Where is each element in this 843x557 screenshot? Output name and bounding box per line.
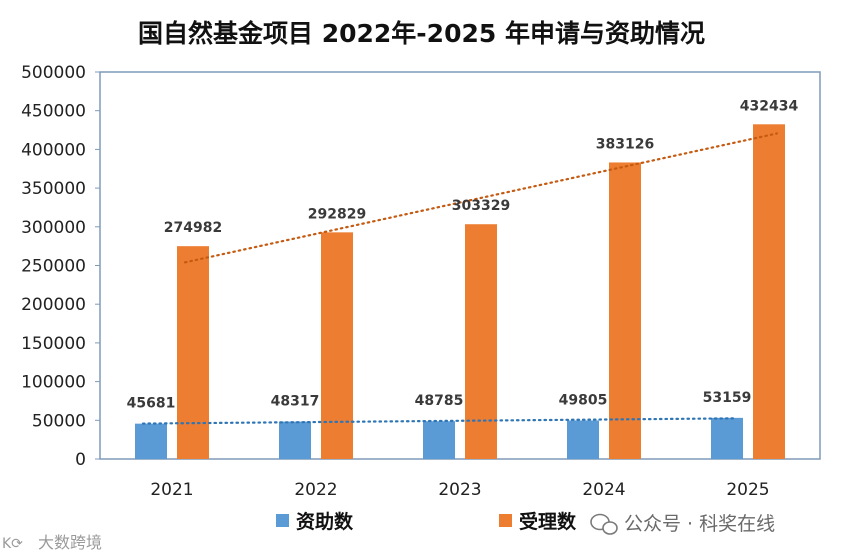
data-label-funded-2025: 53159 [703,390,752,406]
bar-funded-2024 [567,420,599,459]
trendlines [141,132,779,425]
y-tick-label: 200000 [21,295,86,315]
watermark-left: K⟳ 大数跨境 [2,533,102,552]
data-labels: 45681 274982 48317 292829 48785 303329 49805 38… [127,98,799,411]
x-tick-label: 2024 [582,480,625,500]
bar-funded-2023 [423,421,455,459]
bar-accepted-2023 [465,224,497,459]
y-tick-label: 450000 [21,102,86,122]
y-axis: 0 50000 100000 150000 200000 250000 300000 3500… [21,63,100,470]
x-axis: 2021 2022 2023 2024 2025 [150,480,769,500]
y-tick-label: 100000 [21,373,86,393]
y-tick-label: 350000 [21,179,86,199]
bar-accepted-2021 [177,246,209,459]
bar-funded-2021 [135,423,167,459]
trendline-accepted [183,132,779,264]
watermark-right-text: 公众号 · 科奖在线 [624,513,775,535]
y-tick-label: 500000 [21,63,86,83]
bar-accepted-2022 [321,232,353,459]
bar-accepted-2024 [609,162,641,459]
data-label-accepted-2023: 303329 [452,198,510,214]
legend: 资助数 受理数 [276,510,577,533]
trendline-funded [141,417,737,425]
chart-title: 国自然基金项目 2022年-2025 年申请与资助情况 [138,19,705,48]
data-label-funded-2023: 48785 [415,393,464,409]
data-label-accepted-2022: 292829 [308,206,366,222]
x-tick-label: 2022 [294,480,337,500]
data-label-funded-2024: 49805 [559,392,608,408]
watermark-right: 公众号 · 科奖在线 [590,513,775,535]
legend-swatch-funded [276,514,289,527]
y-tick-label: 300000 [21,218,86,238]
bar-funded-2025 [711,417,743,459]
y-tick-label: 50000 [32,411,86,431]
watermark-left-icon: K⟳ [2,536,23,552]
legend-label-funded: 资助数 [296,510,354,533]
x-tick-label: 2021 [150,480,193,500]
x-tick-label: 2023 [438,480,481,500]
watermark-left-text: 大数跨境 [38,533,102,552]
y-tick-label: 0 [75,450,86,470]
y-tick-label: 150000 [21,334,86,354]
data-label-accepted-2025: 432434 [740,98,799,114]
legend-swatch-accepted [499,514,512,527]
y-tick-label: 250000 [21,257,86,277]
data-label-funded-2021: 45681 [127,396,176,412]
legend-label-accepted: 受理数 [519,510,577,533]
bar-funded-2022 [279,421,311,459]
bar-accepted-2025 [753,124,785,459]
y-tick-label: 400000 [21,140,86,160]
wechat-icon [590,513,618,535]
data-label-accepted-2024: 383126 [596,136,654,152]
data-label-funded-2022: 48317 [271,394,320,410]
data-label-accepted-2021: 274982 [164,220,222,236]
x-tick-label: 2025 [726,480,769,500]
